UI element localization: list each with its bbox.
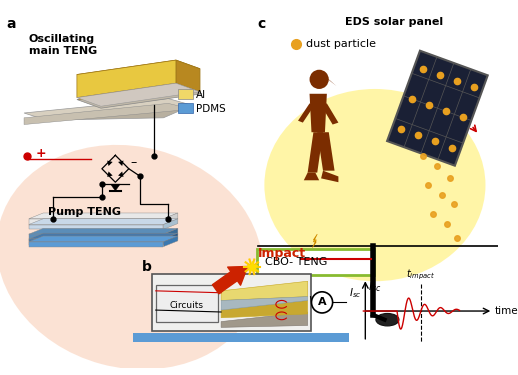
Ellipse shape [376,314,399,326]
Polygon shape [221,297,308,310]
Text: PDMS: PDMS [196,104,226,114]
Polygon shape [29,234,164,241]
Polygon shape [29,233,178,239]
Polygon shape [24,105,192,121]
Polygon shape [29,242,164,247]
Polygon shape [24,104,192,125]
FancyBboxPatch shape [133,333,349,342]
Polygon shape [108,75,117,96]
Text: time: time [495,306,518,316]
Polygon shape [176,60,200,92]
Polygon shape [77,83,200,106]
Text: $I_{sc}$: $I_{sc}$ [349,286,362,300]
FancyBboxPatch shape [178,104,193,113]
Ellipse shape [264,89,485,281]
Polygon shape [29,236,178,242]
Text: CBO- TENG: CBO- TENG [265,257,328,267]
Polygon shape [24,99,192,121]
Polygon shape [115,74,124,95]
Polygon shape [130,72,139,93]
Polygon shape [29,239,164,245]
Polygon shape [310,94,327,132]
Polygon shape [221,312,308,327]
Text: b: b [142,260,152,274]
Polygon shape [317,132,335,171]
Polygon shape [164,219,178,230]
Text: A: A [318,297,326,307]
Polygon shape [77,85,202,108]
Polygon shape [79,78,89,99]
Text: –: – [131,156,137,170]
Polygon shape [165,67,175,88]
Polygon shape [29,219,164,225]
Polygon shape [137,71,146,92]
Polygon shape [321,104,338,125]
Polygon shape [298,104,314,123]
Polygon shape [164,236,178,247]
FancyBboxPatch shape [156,285,218,322]
Polygon shape [77,60,176,98]
Polygon shape [221,281,308,300]
Polygon shape [322,75,337,86]
Text: $I_{sc}$: $I_{sc}$ [368,280,382,294]
Polygon shape [308,132,323,172]
Polygon shape [100,75,110,97]
Text: EDS solar panel: EDS solar panel [345,17,443,27]
Polygon shape [110,184,120,191]
Polygon shape [29,213,178,219]
Text: Oscillating
main TENG: Oscillating main TENG [29,34,97,56]
Polygon shape [151,69,161,90]
Circle shape [311,292,333,313]
Polygon shape [77,60,200,83]
Polygon shape [304,172,319,180]
Polygon shape [164,213,178,225]
Polygon shape [221,300,308,318]
Polygon shape [93,76,103,98]
FancyBboxPatch shape [178,89,193,99]
Polygon shape [29,228,178,234]
Polygon shape [312,234,317,248]
FancyBboxPatch shape [152,273,310,331]
Polygon shape [107,171,112,177]
Polygon shape [29,219,178,225]
Text: Pump TENG: Pump TENG [48,207,121,217]
Polygon shape [164,233,178,245]
Polygon shape [118,171,123,177]
Text: Circuits: Circuits [169,301,204,310]
Ellipse shape [310,70,329,89]
Polygon shape [122,73,132,94]
Text: Impact: Impact [257,247,306,260]
Polygon shape [86,77,96,99]
Polygon shape [172,66,182,87]
Polygon shape [321,171,338,182]
Text: dust particle: dust particle [306,39,376,49]
FancyArrowPatch shape [212,267,248,294]
Text: c: c [257,17,266,31]
Polygon shape [29,225,164,230]
Ellipse shape [0,145,263,369]
Text: Al: Al [196,90,206,100]
Polygon shape [387,51,488,166]
Text: a: a [7,17,16,31]
FancyBboxPatch shape [257,249,374,274]
Polygon shape [158,68,168,89]
Text: $t_{impact}$: $t_{impact}$ [406,268,436,282]
Text: +: + [36,147,46,160]
Polygon shape [164,228,178,241]
Polygon shape [143,70,153,91]
Polygon shape [107,160,112,166]
Polygon shape [118,160,123,166]
